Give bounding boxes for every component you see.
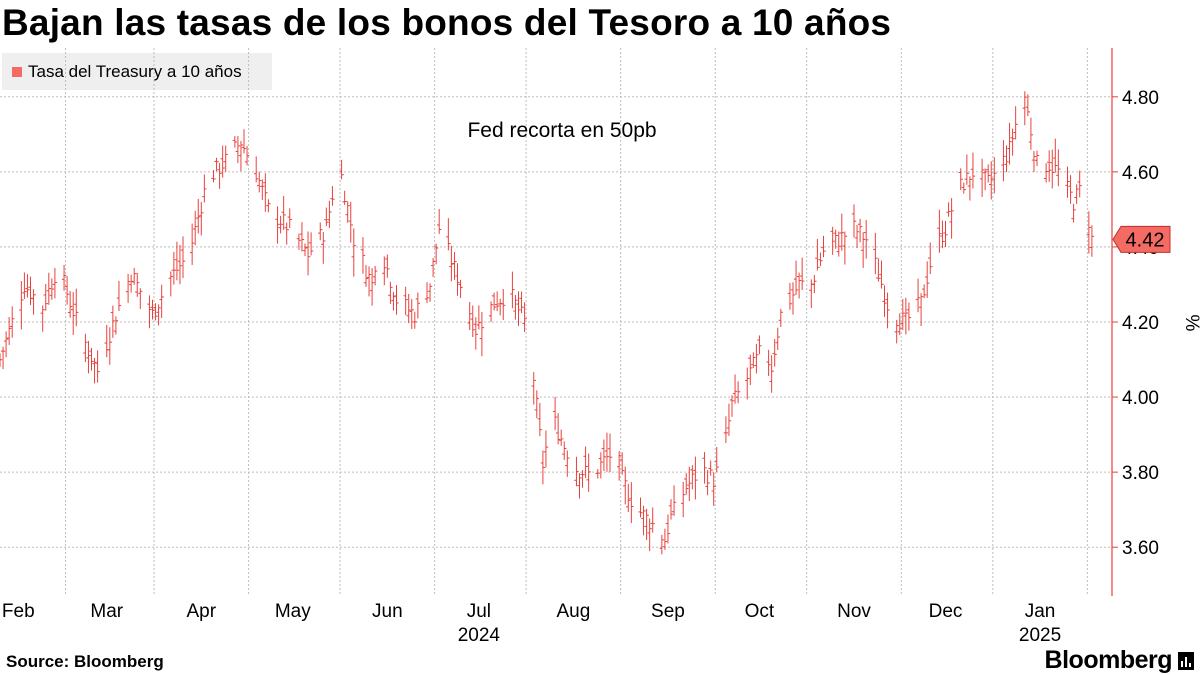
x-tick-label: Jul [467,601,491,622]
y-unit-label: % [1181,315,1200,332]
legend-label: Tasa del Treasury a 10 años [28,61,242,81]
x-tick-label: Oct [745,601,775,622]
brand-logo: Bloomberg [1045,646,1194,675]
bloomberg-bars-icon [1178,651,1194,670]
y-tick-label: 4.80 [1122,88,1159,109]
legend-swatch [12,66,22,77]
x-tick-label: Aug [556,601,590,622]
x-year-label: 2025 [1019,625,1061,646]
y-tick-label: 3.60 [1122,538,1159,559]
y-tick-label: 4.00 [1122,388,1159,409]
last-value-flag [1112,225,1171,253]
last-value-label: 4.42 [1126,229,1165,251]
source-note: Source: Bloomberg [6,652,164,671]
brand-name: Bloomberg [1044,646,1173,674]
chart-title: Bajan las tasas de los bonos del Tesoro … [2,2,892,43]
y-tick-label: 3.80 [1122,463,1159,484]
x-tick-label: Dec [929,601,963,622]
legend: Tasa del Treasury a 10 años [2,53,272,90]
x-tick-label: Mar [90,601,123,622]
x-year-label: 2024 [458,625,501,646]
x-tick-label: Sep [651,601,685,622]
x-tick-label: May [275,601,311,622]
y-tick-label: 4.20 [1122,313,1159,334]
x-tick-label: Feb [2,601,35,622]
x-tick-label: Apr [187,601,217,622]
x-tick-label: Jan [1025,601,1056,622]
x-tick-label: Jun [372,601,403,622]
annotation-fed-cut: Fed recorta en 50pb [467,119,656,142]
y-tick-label: 4.60 [1122,163,1159,184]
x-tick-label: Nov [837,601,871,622]
